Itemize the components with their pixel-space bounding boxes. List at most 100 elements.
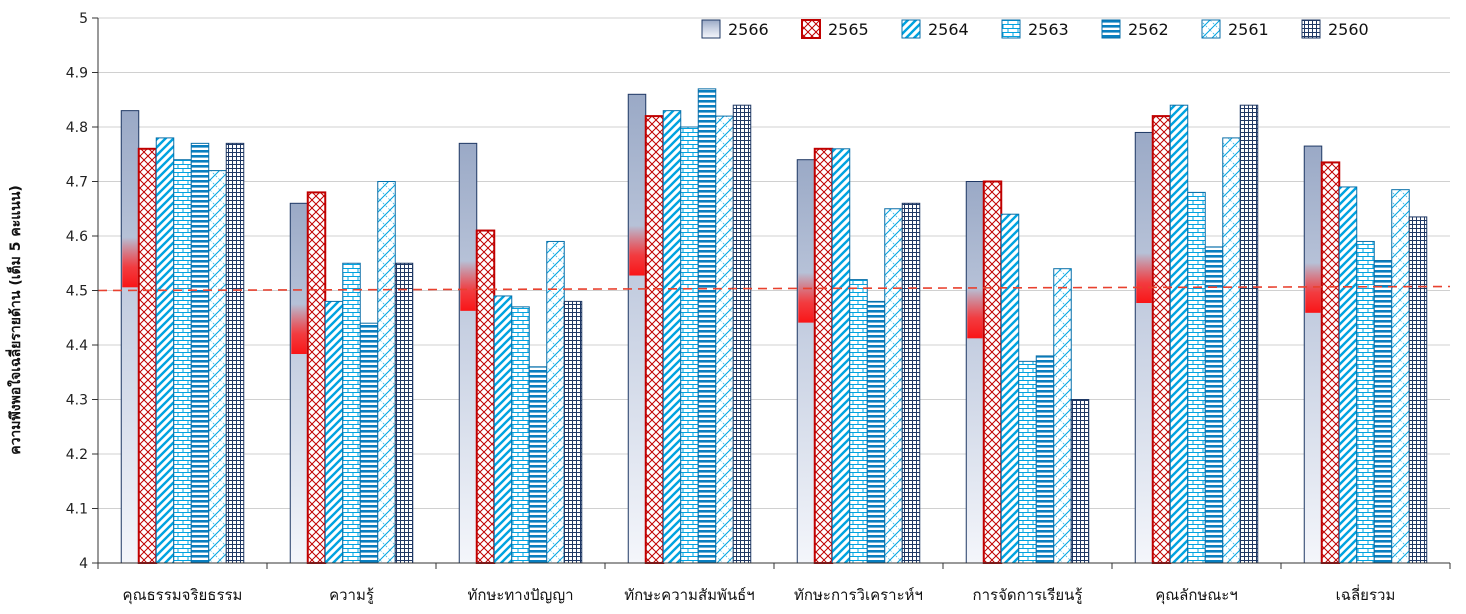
bar-2564-4 — [831, 148, 851, 564]
bar-2562-4 — [866, 300, 886, 564]
bar-2564-1 — [324, 300, 344, 564]
bar-2563-2 — [511, 306, 530, 564]
bar-2562-0 — [190, 142, 210, 564]
bar-2563-7 — [1356, 240, 1375, 564]
bar-highlight-4 — [798, 272, 814, 323]
bar-2561-4 — [884, 208, 903, 564]
bar-2564-3 — [662, 110, 682, 564]
legend: 2566 2565 2564 2563 2562 2561 2560 — [701, 19, 1369, 39]
bar-2562-2 — [528, 366, 548, 564]
x-category-label: ทักษะทางปัญญา — [467, 586, 573, 604]
x-category-label: คุณลักษณะฯ — [1155, 586, 1238, 605]
x-category-label: การจัดการเรียนรู้ — [973, 586, 1083, 604]
bar-2560-6 — [1239, 104, 1259, 564]
bar-2564-6 — [1169, 104, 1189, 564]
bar-highlight-0 — [122, 237, 138, 288]
y-tick-label: 4.8 — [66, 120, 88, 136]
y-tick-label: 4.3 — [66, 393, 88, 409]
legend-label-2566: 2566 — [728, 20, 769, 39]
legend-swatch-2563 — [1001, 19, 1021, 39]
y-tick-label: 4.2 — [66, 447, 88, 463]
bar-2565-1 — [306, 191, 327, 564]
legend-label-2561: 2561 — [1228, 20, 1269, 39]
bar-2565-3 — [644, 115, 665, 564]
legend-swatch-2560 — [1301, 19, 1321, 39]
bar-highlight-7 — [1305, 262, 1321, 313]
bar-2563-0 — [173, 159, 192, 564]
bar-2563-5 — [1018, 360, 1037, 564]
bar-2566-2 — [458, 142, 478, 564]
y-tick-label: 5 — [79, 11, 88, 27]
legend-swatch-2562 — [1101, 19, 1121, 39]
y-tick-label: 4.7 — [66, 175, 88, 191]
legend-swatch-2566 — [701, 19, 721, 39]
bar-2562-5 — [1035, 355, 1055, 564]
y-axis-title: ความพึงพอใจเฉลี่ยรายด้าน (เต็ม 5 คะแนน) — [5, 185, 24, 455]
x-axis-labels: คุณธรรมจริยธรรม ความรู้ ทักษะทางปัญญา ทักษะ… — [123, 584, 1396, 605]
legend-label-2560: 2560 — [1328, 20, 1369, 39]
y-tick-label: 4.4 — [66, 338, 88, 354]
bar-2561-5 — [1053, 268, 1072, 564]
reference-line — [97, 285, 1451, 292]
legend-label-2565: 2565 — [828, 20, 869, 39]
bar-highlight-1 — [291, 304, 307, 355]
bar-2560-1 — [394, 262, 414, 564]
bar-2565-6 — [1151, 115, 1172, 564]
bar-2561-6 — [1222, 137, 1241, 564]
axes — [97, 18, 1451, 569]
bar-2560-4 — [901, 202, 921, 564]
y-tick-label: 4 — [79, 556, 88, 572]
bar-2562-7 — [1373, 260, 1393, 564]
bar-highlight-3 — [629, 225, 645, 276]
bar-2564-2 — [493, 295, 513, 564]
legend-swatch-2561 — [1201, 19, 1221, 39]
bar-2562-1 — [359, 322, 379, 564]
y-tick-label: 4.9 — [66, 66, 88, 82]
bar-2566-0 — [120, 110, 140, 564]
bar-2561-0 — [208, 170, 227, 564]
bar-2562-3 — [697, 88, 717, 564]
x-category-label: ทักษะความสัมพันธ์ฯ — [624, 586, 754, 604]
bar-2566-5 — [965, 181, 985, 564]
x-category-label: ความรู้ — [329, 586, 374, 604]
bar-2561-7 — [1391, 189, 1410, 564]
bar-2565-4 — [813, 147, 834, 565]
y-tick-label: 4.6 — [66, 229, 88, 245]
bar-2565-7 — [1320, 161, 1341, 565]
bars — [120, 88, 1428, 565]
x-category-label: เฉลี่ยรวม — [1336, 584, 1396, 604]
y-tick-label: 4.1 — [66, 502, 88, 518]
bar-highlight-6 — [1136, 253, 1152, 304]
bar-2565-5 — [982, 180, 1003, 564]
y-tick-label: 4.5 — [66, 284, 88, 300]
bar-2560-7 — [1408, 216, 1428, 564]
bar-2566-4 — [796, 159, 816, 564]
bar-highlight-2 — [460, 260, 476, 311]
bar-2564-7 — [1338, 186, 1358, 564]
bar-2564-0 — [155, 137, 175, 564]
bar-2564-5 — [1000, 213, 1020, 564]
bar-2566-1 — [289, 202, 309, 564]
bar-2565-2 — [475, 229, 496, 565]
bar-2566-7 — [1303, 145, 1323, 564]
bar-2562-6 — [1204, 246, 1224, 564]
legend-swatch-2564 — [901, 19, 921, 39]
legend-label-2564: 2564 — [928, 20, 969, 39]
bar-2561-1 — [377, 181, 396, 564]
bar-2563-6 — [1187, 191, 1206, 564]
bar-2560-0 — [225, 142, 245, 564]
bar-2560-2 — [563, 300, 583, 564]
legend-label-2563: 2563 — [1028, 20, 1069, 39]
bar-2563-3 — [680, 126, 699, 564]
bar-2565-0 — [137, 147, 158, 565]
bar-highlight-5 — [967, 288, 983, 339]
bar-2566-6 — [1134, 131, 1154, 564]
x-category-label: คุณธรรมจริยธรรม — [123, 586, 243, 605]
y-axis-ticks: 4 4.1 4.2 4.3 4.4 4.5 4.6 4.7 4.8 4.9 5 — [66, 11, 98, 572]
bar-2561-3 — [715, 115, 734, 564]
bar-2563-4 — [849, 279, 868, 564]
legend-label-2562: 2562 — [1128, 20, 1169, 39]
bar-2566-3 — [627, 93, 647, 564]
bar-2560-5 — [1070, 399, 1090, 564]
